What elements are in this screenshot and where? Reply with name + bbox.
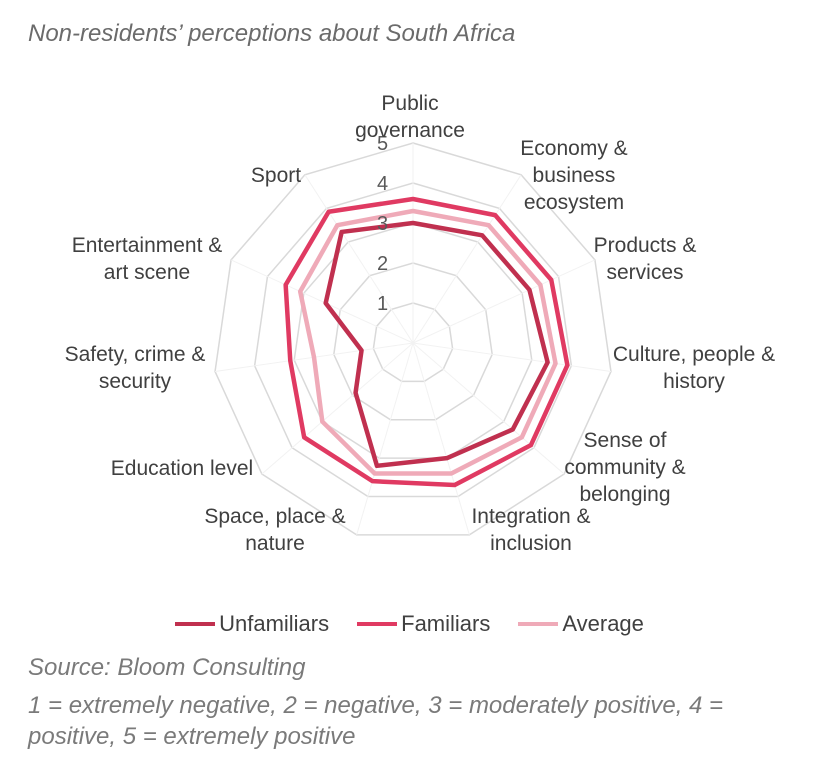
spoke-7 <box>261 342 414 475</box>
chart-title: Non-residents’ perceptions about South A… <box>28 20 516 47</box>
axis-label-9: Entertainment & art scene <box>72 234 223 284</box>
tick-label-2: 2 <box>377 253 388 275</box>
axis-label-4: Sense of community & belonging <box>564 429 685 506</box>
legend-item-unfamiliars: Unfamiliars <box>175 611 329 637</box>
tick-label-4: 4 <box>377 173 388 195</box>
axis-label-10: Sport <box>251 164 301 187</box>
grid-ring-4 <box>253 182 573 498</box>
axis-label-1: Economy & business ecosystem <box>520 137 627 214</box>
spoke-10 <box>304 174 414 344</box>
spoke-2 <box>412 259 596 344</box>
legend-label-unfamiliars: Unfamiliars <box>219 611 330 636</box>
spoke-3 <box>412 342 612 372</box>
spoke-1 <box>412 174 522 344</box>
radar-tick-labels: 1 2 3 4 5 <box>377 133 388 315</box>
legend-item-familiars: Familiars <box>357 611 490 637</box>
axis-label-6: Space, place & nature <box>204 505 345 555</box>
grid-ring-5 <box>214 142 612 536</box>
axis-label-8: Safety, crime & security <box>65 343 206 393</box>
tick-label-1: 1 <box>377 293 388 315</box>
grid-ring-1 <box>372 302 454 383</box>
radar-chart: 1 2 3 4 5 Public governance Economy & business e… <box>65 92 776 555</box>
legend-label-average: Average <box>562 611 644 636</box>
tick-label-3: 3 <box>377 213 388 235</box>
radar-series <box>283 196 570 488</box>
radar-grid <box>214 142 612 536</box>
legend-swatch-average <box>518 622 559 626</box>
axis-label-2: Products & services <box>594 234 697 284</box>
legend: Unfamiliars Familiars Average <box>0 611 819 637</box>
axis-label-7: Education level <box>111 457 253 480</box>
spoke-9 <box>230 259 414 344</box>
scale-note: 1 = extremely negative, 2 = negative, 3 … <box>28 692 724 750</box>
axis-label-3: Culture, people & history <box>613 343 775 393</box>
legend-item-average: Average <box>518 611 644 637</box>
grid-ring-2 <box>333 262 493 421</box>
spoke-4 <box>412 342 565 475</box>
tick-label-5: 5 <box>377 133 388 155</box>
axis-label-0: Public governance <box>355 92 465 142</box>
series-unfamiliars <box>323 220 550 469</box>
legend-swatch-unfamiliars <box>175 622 216 626</box>
series-average <box>297 208 558 476</box>
series-familiars <box>283 196 570 488</box>
legend-swatch-familiars <box>357 622 398 626</box>
radar-axis-labels: Public governance Economy & business ecosyst… <box>65 92 776 555</box>
spoke-6 <box>356 342 414 536</box>
spoke-5 <box>412 342 470 536</box>
grid-ring-3 <box>293 222 533 459</box>
legend-label-familiars: Familiars <box>401 611 491 636</box>
axis-label-5: Integration & inclusion <box>471 505 590 555</box>
source-note: Source: Bloom Consulting <box>28 654 306 681</box>
